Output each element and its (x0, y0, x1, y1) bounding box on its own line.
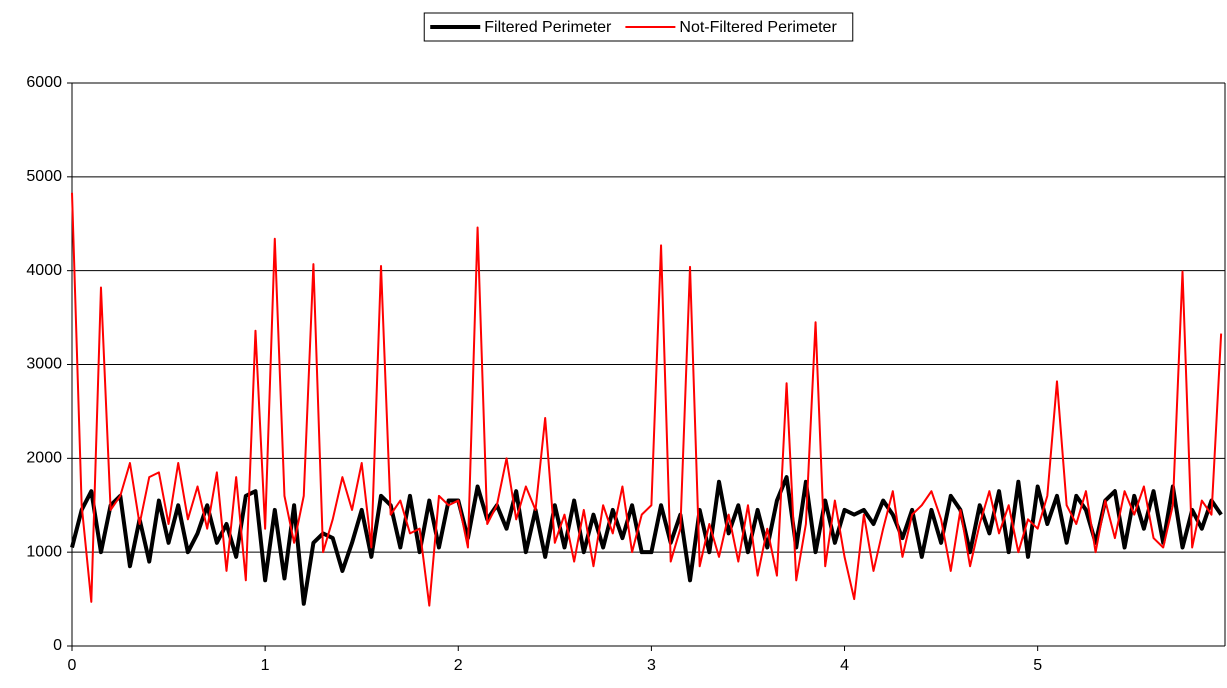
x-tick-label: 2 (454, 657, 463, 674)
x-tick-label: 5 (1033, 657, 1042, 674)
series-line (70, 475, 1223, 606)
legend-label: Not-Filtered Perimeter (679, 19, 837, 36)
y-tick-label: 6000 (26, 74, 62, 91)
legend: Filtered Perimeter Not-Filtered Perimeter (423, 12, 854, 42)
legend-label: Filtered Perimeter (484, 19, 612, 36)
y-tick-label: 1000 (26, 543, 62, 560)
y-tick-label: 4000 (26, 262, 62, 279)
y-tick-label: 5000 (26, 168, 62, 185)
y-tick-label: 0 (53, 637, 62, 654)
x-tick-label: 0 (68, 657, 77, 674)
x-tick-label: 4 (840, 657, 849, 674)
x-tick-label: 3 (647, 657, 656, 674)
series-line (71, 192, 1223, 607)
y-tick-label: 3000 (26, 356, 62, 373)
y-tick-label: 2000 (26, 450, 62, 467)
x-tick-label: 1 (261, 657, 270, 674)
